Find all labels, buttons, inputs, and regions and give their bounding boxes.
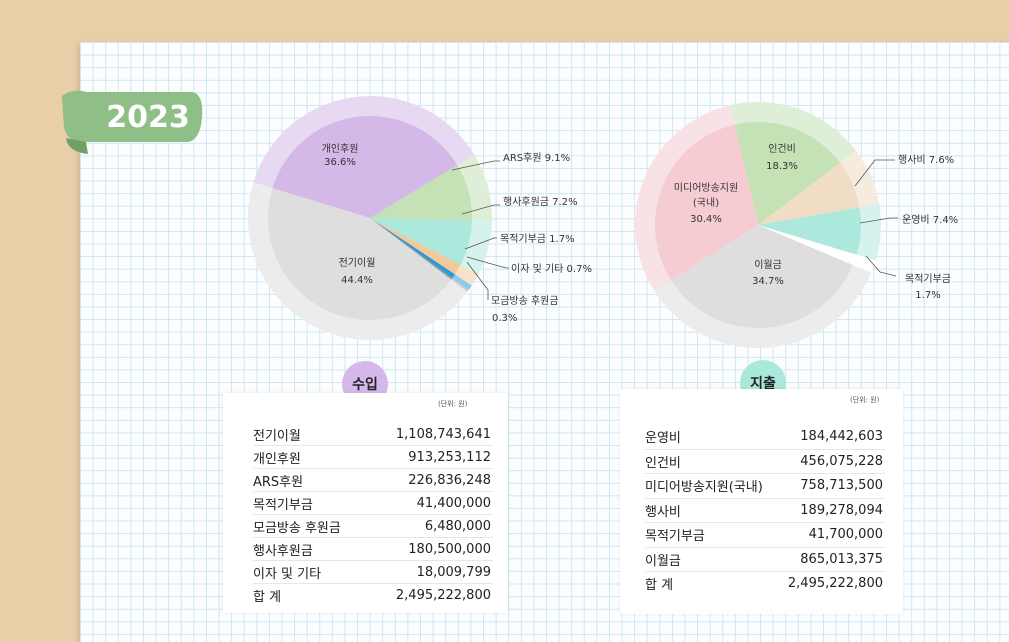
pie-slice [370, 218, 461, 275]
leader-line [859, 217, 898, 224]
slice-name: 미디어방송지원 [674, 182, 738, 194]
slice-label: 36.6% [324, 157, 356, 168]
expense-table-panel: (단위: 원) 운영비 184,442,603 인건비 456,075,228 미디어방… [620, 389, 903, 614]
row-value: 865,013,375 [800, 551, 883, 567]
leader-line [461, 204, 500, 215]
table-row: 행사비 189,278,094 [645, 499, 885, 523]
table-row: 이월금 865,013,375 [645, 548, 885, 572]
row-label: 인건비 [645, 455, 681, 471]
table-row: 합 계 2,495,222,800 [645, 572, 885, 596]
row-value: 180,500,000 [408, 541, 491, 557]
pie-slice [370, 218, 453, 280]
pie-slice [370, 218, 472, 266]
row-label: 미디어방송지원(국내) [645, 480, 763, 496]
slice-name: 개인후원 [322, 143, 359, 155]
table-row: 목적기부금 41,700,000 [645, 523, 885, 548]
slice-label: 34.7% [752, 276, 784, 287]
table-row: 운영비 184,442,603 [645, 425, 885, 450]
row-value: 913,253,112 [408, 449, 491, 465]
row-label: 합 계 [645, 578, 674, 594]
slice-label: 행사후원금 7.2% [503, 196, 578, 208]
slice-name: 전기이월 [339, 257, 376, 269]
slice-name: 이월금 [754, 259, 782, 271]
pie-slice [370, 165, 472, 221]
pie-slice [370, 218, 455, 279]
pie-chart-0: 36.6% 개인후원 ARS후원 9.1% 행사후원금 7.2% 목적기부금 1.7% 이… [248, 96, 592, 340]
table-row: 행사후원금 180,500,000 [253, 538, 493, 561]
slice-label: ARS후원 9.1% [503, 152, 570, 164]
slice-name: 모금방송 후원금 [491, 295, 559, 307]
row-value: 226,836,248 [408, 472, 491, 488]
slice-label: 1.7% [915, 290, 940, 301]
table-row: 미디어방송지원(국내) 758,713,500 [645, 474, 885, 499]
expense-table: 운영비 184,442,603 인건비 456,075,228 미디어방송지원(국내) 7… [645, 425, 885, 596]
slice-name: 목적기부금 [905, 273, 951, 285]
income-table: 전기이월 1,108,743,641 개인후원 913,253,112 ARS후원 226… [253, 423, 493, 606]
slice-label: 18.3% [766, 161, 798, 172]
row-label: 모금방송 후원금 [253, 520, 341, 536]
slice-label: 30.4% [690, 214, 722, 225]
table-row: 인건비 456,075,228 [645, 450, 885, 474]
leader-line [464, 237, 497, 250]
leader-line [854, 159, 895, 187]
slice-label: 운영비 7.4% [902, 214, 958, 226]
row-value: 758,713,500 [800, 478, 883, 494]
row-value: 41,700,000 [808, 527, 883, 543]
year-ribbon [62, 90, 203, 154]
row-label: 행사비 [645, 504, 681, 520]
row-value: 18,009,799 [416, 564, 491, 580]
row-value: 456,075,228 [800, 453, 883, 469]
pie-slice [267, 188, 452, 321]
leader-line [865, 255, 897, 277]
slice-label: 0.3% [492, 313, 517, 324]
leader-line [466, 256, 509, 269]
row-label: ARS후원 [253, 474, 304, 490]
slice-name: (국내) [693, 197, 719, 209]
row-label: 이자 및 기타 [253, 566, 322, 582]
slice-name: 인건비 [768, 143, 796, 155]
row-value: 184,442,603 [800, 429, 883, 445]
row-value: 2,495,222,800 [395, 587, 491, 603]
table-row: 목적기부금 41,400,000 [253, 492, 493, 515]
table-row: 이자 및 기타 18,009,799 [253, 561, 493, 584]
table-row: ARS후원 226,836,248 [253, 469, 493, 492]
row-value: 41,400,000 [416, 495, 491, 511]
row-label: 목적기부금 [645, 529, 705, 545]
row-label: 개인후원 [253, 451, 301, 467]
pie-slice [655, 124, 758, 281]
leader-line [451, 160, 500, 171]
slice-label: 이자 및 기타 0.7% [511, 263, 592, 275]
leader-line [466, 261, 489, 300]
pie-slice [670, 225, 853, 328]
slice-label: 44.4% [341, 275, 373, 286]
row-label: 합 계 [253, 589, 282, 605]
table-row: 개인후원 913,253,112 [253, 446, 493, 469]
table-row: 합 계 2,495,222,800 [253, 584, 493, 606]
row-label: 행사후원금 [253, 543, 313, 559]
pie-slice [272, 115, 458, 218]
table-row: 전기이월 1,108,743,641 [253, 423, 493, 446]
row-value: 6,480,000 [424, 518, 491, 534]
row-label: 목적기부금 [253, 497, 313, 513]
row-value: 1,108,743,641 [395, 426, 491, 442]
slice-label: 행사비 7.6% [898, 154, 954, 166]
expense-unit: (단위: 원) [850, 396, 880, 404]
year-label: 2023 [106, 100, 190, 135]
row-label: 운영비 [645, 431, 681, 447]
table-row: 모금방송 후원금 6,480,000 [253, 515, 493, 538]
pie-slice [734, 122, 841, 225]
row-label: 전기이월 [253, 428, 301, 444]
row-label: 이월금 [645, 553, 681, 569]
pie-slice [758, 207, 861, 255]
pie-slice [758, 162, 860, 225]
row-value: 189,278,094 [800, 502, 883, 518]
pie-slice [758, 225, 857, 266]
income-unit: (단위: 원) [438, 400, 468, 408]
row-value: 2,495,222,800 [787, 576, 883, 592]
income-table-panel: (단위: 원) 전기이월 1,108,743,641 개인후원 913,253,112… [223, 393, 508, 613]
slice-label: 목적기부금 1.7% [500, 233, 575, 245]
